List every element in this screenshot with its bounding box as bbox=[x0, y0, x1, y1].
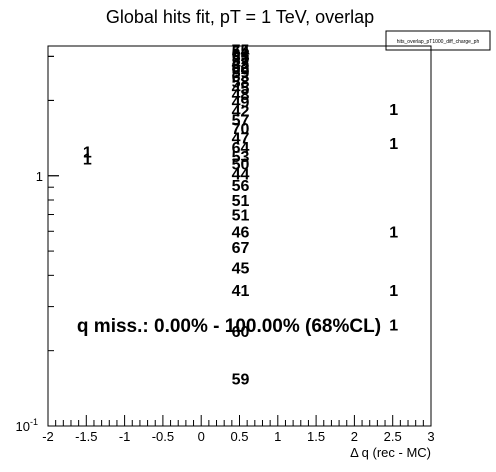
data-point-label: 52 bbox=[232, 59, 250, 76]
x-tick-label: 0.5 bbox=[230, 429, 248, 444]
x-tick-label: -1 bbox=[119, 429, 131, 444]
x-tick-label: 2.5 bbox=[384, 429, 402, 444]
data-point-label: 44 bbox=[232, 167, 250, 184]
data-point-label: 60 bbox=[232, 62, 250, 79]
stats-box: hits_overlap_pT1000_diff_charge_ph bbox=[385, 30, 491, 51]
data-point-label: 46 bbox=[232, 224, 250, 241]
x-tick-label: 1.5 bbox=[307, 429, 325, 444]
data-point-label: 43 bbox=[232, 56, 250, 73]
y-axis: 10-1 1 bbox=[16, 55, 59, 434]
data-point-label: 1 bbox=[83, 145, 92, 162]
data-point-label: 55 bbox=[232, 49, 250, 66]
x-axis-label: Δ q (rec - MC) bbox=[350, 445, 431, 460]
data-point-label: 1 bbox=[389, 102, 398, 119]
data-point-label: 45 bbox=[232, 81, 250, 98]
data-point-label: 67 bbox=[232, 240, 250, 257]
x-axis: -2 -1.5 -1 -0.5 0 0.5 1 1.5 2 2.5 3 bbox=[42, 415, 435, 444]
data-point-label: 75 bbox=[232, 42, 250, 59]
x-tick-label: -0.5 bbox=[152, 429, 174, 444]
chart-title: Global hits fit, pT = 1 TeV, overlap bbox=[106, 7, 374, 27]
x-tick-label: 1 bbox=[274, 429, 281, 444]
data-point-label: 70 bbox=[232, 121, 250, 138]
x-tick-label: -1.5 bbox=[75, 429, 97, 444]
data-point-label: 1 bbox=[389, 317, 398, 334]
data-point-label: 48 bbox=[232, 87, 250, 104]
data-point-label: 47 bbox=[232, 131, 250, 148]
y-tick-label: 10-1 bbox=[16, 417, 38, 434]
data-point-label: 56 bbox=[232, 178, 250, 195]
data-point-label: 41 bbox=[232, 283, 250, 300]
data-point-label: 54 bbox=[232, 44, 250, 61]
data-point-label: 63 bbox=[232, 69, 250, 86]
data-point-label: 49 bbox=[232, 95, 250, 112]
data-point-label: 50 bbox=[232, 156, 250, 173]
x-tick-label: -2 bbox=[42, 429, 54, 444]
data-point-label: 1 bbox=[389, 136, 398, 153]
data-point-label: 57 bbox=[232, 53, 250, 70]
data-point-label: 51 bbox=[232, 193, 250, 210]
data-point-label: 45 bbox=[232, 260, 250, 277]
x-tick-label: 2 bbox=[351, 429, 358, 444]
data-point-label: 42 bbox=[232, 104, 250, 121]
data-point-label: 58 bbox=[232, 75, 250, 92]
data-point-label: 59 bbox=[232, 65, 250, 82]
stats-box-frame bbox=[385, 30, 491, 51]
data-point-label: 64 bbox=[232, 140, 250, 157]
data-point-label: 1 bbox=[389, 224, 398, 241]
data-point-label: 1 bbox=[83, 152, 92, 169]
x-tick-label: 0 bbox=[198, 429, 205, 444]
data-point-label: 59 bbox=[232, 371, 250, 388]
data-point-label: 53 bbox=[232, 149, 250, 166]
y-tick-label: 1 bbox=[36, 169, 43, 184]
stats-box-label: hits_overlap_pT1000_diff_charge_ph bbox=[397, 39, 480, 45]
data-point-label: 61 bbox=[232, 46, 250, 63]
data-point-label: 57 bbox=[232, 112, 250, 129]
x-tick-label: 3 bbox=[427, 429, 434, 444]
data-point-label: 1 bbox=[389, 283, 398, 300]
data-point-label: 51 bbox=[232, 208, 250, 225]
data-point-label: 60 bbox=[232, 324, 250, 341]
confidence-annotation: q miss.: 0.00% - 100.00% (68%CL) bbox=[77, 316, 381, 337]
data-points: 7554615557435260596358454849425770476453… bbox=[83, 42, 398, 388]
